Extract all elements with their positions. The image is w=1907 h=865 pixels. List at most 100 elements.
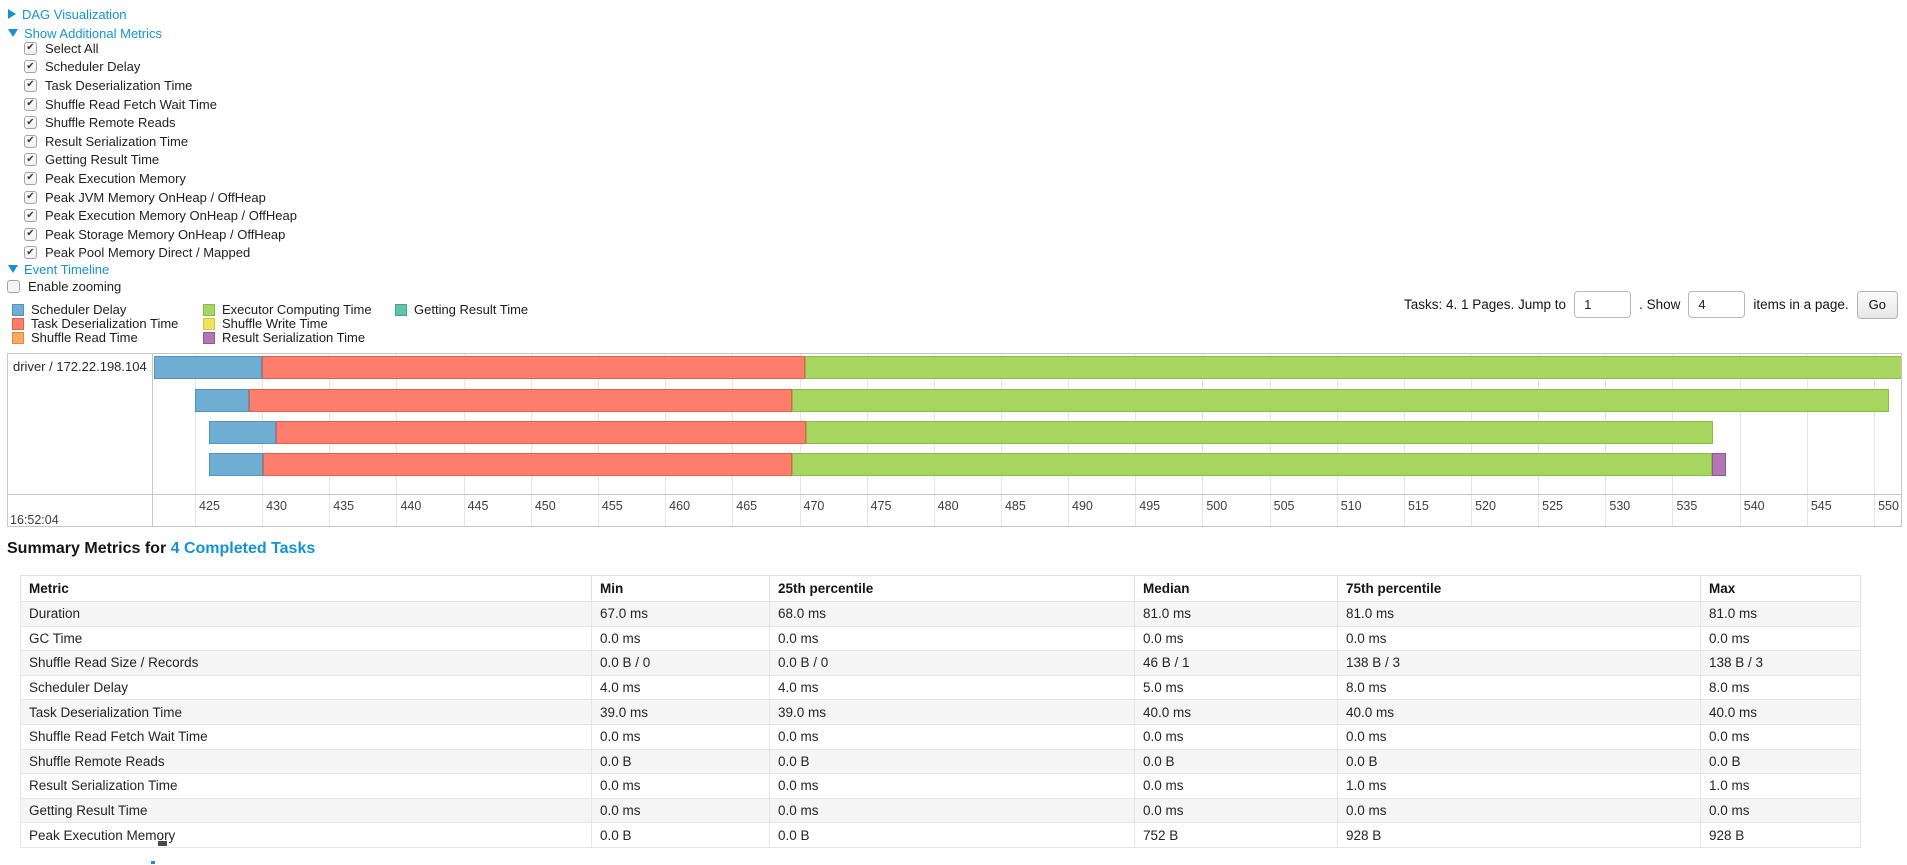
task-segment-scheduler-delay[interactable] — [154, 356, 262, 379]
table-cell: 0.0 B — [769, 822, 1135, 848]
checkbox-checked-icon[interactable]: ✔ — [24, 134, 37, 148]
table-cell: Duration — [20, 601, 592, 627]
table-cell: 8.0 ms — [1700, 674, 1861, 701]
task-segment-scheduler-delay[interactable] — [209, 453, 263, 476]
axis-tick-label: 445 — [467, 499, 489, 513]
metric-checkbox-item[interactable]: ✔ Getting Result Time — [24, 151, 297, 170]
metric-checkbox-label: Getting Result Time — [45, 152, 160, 168]
show-additional-metrics-toggle[interactable]: Show Additional Metrics — [8, 25, 162, 41]
jump-to-page-input[interactable] — [1574, 291, 1632, 318]
metric-checkbox-item[interactable]: ✔ Scheduler Delay — [24, 58, 297, 77]
table-header-cell: 75th percentile — [1337, 575, 1701, 602]
table-cell: 39.0 ms — [591, 699, 770, 725]
checkbox-checked-icon[interactable]: ✔ — [24, 190, 37, 204]
task-segment-scheduler-delay[interactable] — [195, 389, 250, 412]
metric-checkbox-label: Task Deserialization Time — [45, 77, 193, 93]
metric-checkbox-item[interactable]: ✔ Peak Pool Memory Direct / Mapped — [24, 244, 297, 263]
task-segment-task-deserialization[interactable] — [263, 453, 792, 476]
metric-checkbox-item[interactable]: ✔ Peak Execution Memory — [24, 169, 297, 188]
metric-checkbox-label: Result Serialization Time — [45, 133, 189, 149]
legend-item-label: Scheduler Delay — [31, 302, 127, 318]
checkbox-unchecked-icon[interactable] — [7, 279, 20, 293]
result-serialization-swatch-icon — [203, 331, 215, 344]
table-cell: 0.0 B — [591, 822, 770, 848]
dag-visualization-toggle[interactable]: DAG Visualization — [8, 6, 127, 22]
checkbox-checked-icon[interactable]: ✔ — [24, 171, 37, 185]
axis-separator-line — [8, 494, 1901, 495]
pagination-text: . Show — [1639, 297, 1681, 312]
table-cell: 0.0 B — [1134, 748, 1338, 775]
metric-checkbox-label: Peak Execution Memory OnHeap / OffHeap — [45, 208, 297, 224]
clipped-next-section-mark — [158, 841, 167, 846]
timeline-task-row — [154, 421, 1901, 444]
completed-tasks-link[interactable]: 4 Completed Tasks — [170, 540, 316, 557]
legend-item: Executor Computing Time — [203, 302, 395, 318]
checkbox-checked-icon[interactable]: ✔ — [24, 78, 37, 92]
table-cell: 928 B — [1337, 822, 1701, 848]
go-button[interactable]: Go — [1856, 290, 1898, 319]
table-row: Getting Result Time 0.0 ms 0.0 ms 0.0 ms 0.0… — [20, 797, 1861, 824]
expanded-arrow-icon — [8, 29, 18, 37]
checkbox-checked-icon[interactable]: ✔ — [24, 227, 37, 241]
checkbox-checked-icon[interactable]: ✔ — [24, 60, 37, 74]
table-cell: 0.0 B — [591, 748, 770, 775]
table-cell: 4.0 ms — [591, 674, 770, 701]
task-segment-result-serialization[interactable] — [1712, 453, 1727, 476]
table-cell: 0.0 ms — [1700, 625, 1861, 652]
legend-column: Getting Result Time — [395, 302, 529, 345]
checkbox-checked-icon[interactable]: ✔ — [24, 116, 37, 130]
summary-metrics-table: Metric Min 25th percentile Median 75th perce… — [20, 575, 1861, 848]
legend-item-label: Getting Result Time — [414, 302, 529, 318]
metric-checkbox-label: Peak Execution Memory — [45, 170, 186, 186]
task-segment-executor-computing[interactable] — [791, 389, 1889, 412]
axis-tick-label: 465 — [736, 499, 758, 513]
metric-checkbox-item[interactable]: ✔ Shuffle Read Fetch Wait Time — [24, 95, 297, 114]
table-row: Shuffle Remote Reads 0.0 B 0.0 B 0.0 B 0.0 B… — [20, 748, 1861, 775]
timeline-group-column: driver / 172.22.198.104 — [8, 354, 153, 526]
task-segment-task-deserialization[interactable] — [261, 356, 805, 379]
task-segment-executor-computing[interactable] — [805, 421, 1714, 444]
metrics-checkbox-list: ✔ Select All ✔ Scheduler Delay ✔ Task Deseria… — [24, 39, 297, 262]
metric-checkbox-item[interactable]: ✔ Shuffle Remote Reads — [24, 113, 297, 132]
axis-tick-label: 450 — [534, 499, 556, 513]
table-cell: 0.0 ms — [769, 773, 1135, 799]
table-cell: 0.0 ms — [1337, 797, 1701, 824]
table-cell: 0.0 B / 0 — [769, 650, 1135, 676]
checkbox-checked-icon[interactable]: ✔ — [24, 153, 37, 167]
checkbox-checked-icon[interactable]: ✔ — [24, 97, 37, 111]
metric-checkbox-item[interactable]: ✔ Select All — [24, 39, 297, 58]
timeline-task-row — [154, 356, 1901, 379]
task-segment-executor-computing[interactable] — [791, 453, 1713, 476]
summary-metrics-heading: Summary Metrics for 4 Completed Tasks — [7, 540, 315, 558]
shuffle-write-swatch-icon — [203, 317, 215, 330]
metric-checkbox-item[interactable]: ✔ Task Deserialization Time — [24, 76, 297, 95]
items-per-page-input[interactable] — [1688, 291, 1746, 318]
event-timeline-toggle[interactable]: Event Timeline — [8, 261, 109, 277]
event-timeline-chart: driver / 172.22.198.104 425 430 435 440 445 4… — [7, 353, 1902, 527]
checkbox-checked-icon[interactable]: ✔ — [24, 209, 37, 223]
task-segment-executor-computing[interactable] — [804, 356, 1901, 379]
task-segment-task-deserialization[interactable] — [275, 421, 806, 444]
pagination-text: items in a page. — [1753, 297, 1849, 312]
table-cell: 0.0 ms — [1134, 773, 1338, 799]
task-segment-scheduler-delay[interactable] — [209, 421, 276, 444]
table-cell: Peak Execution Memory — [20, 822, 592, 848]
table-header-cell: Metric — [20, 575, 592, 602]
table-cell: 0.0 B — [1700, 748, 1861, 775]
metric-checkbox-item[interactable]: ✔ Peak JVM Memory OnHeap / OffHeap — [24, 188, 297, 207]
task-segment-task-deserialization[interactable] — [249, 389, 792, 412]
metric-checkbox-item[interactable]: ✔ Peak Storage Memory OnHeap / OffHeap — [24, 225, 297, 244]
table-header: Metric Min 25th percentile Median 75th perce… — [20, 575, 1861, 602]
metric-checkbox-item[interactable]: ✔ Peak Execution Memory OnHeap / OffHeap — [24, 206, 297, 225]
event-timeline-label: Event Timeline — [24, 261, 110, 277]
executor-computing-swatch-icon — [203, 303, 215, 316]
legend-item-label: Task Deserialization Time — [31, 316, 179, 332]
checkbox-checked-icon[interactable]: ✔ — [24, 41, 37, 55]
table-cell: 0.0 B — [1337, 748, 1701, 775]
legend-item-label: Executor Computing Time — [222, 302, 372, 318]
metric-checkbox-label: Peak Storage Memory OnHeap / OffHeap — [45, 226, 286, 242]
checkbox-checked-icon[interactable]: ✔ — [24, 246, 37, 260]
axis-tick-label: 525 — [1542, 499, 1563, 513]
metric-checkbox-item[interactable]: ✔ Result Serialization Time — [24, 132, 297, 151]
enable-zooming-row[interactable]: Enable zooming — [7, 277, 121, 296]
